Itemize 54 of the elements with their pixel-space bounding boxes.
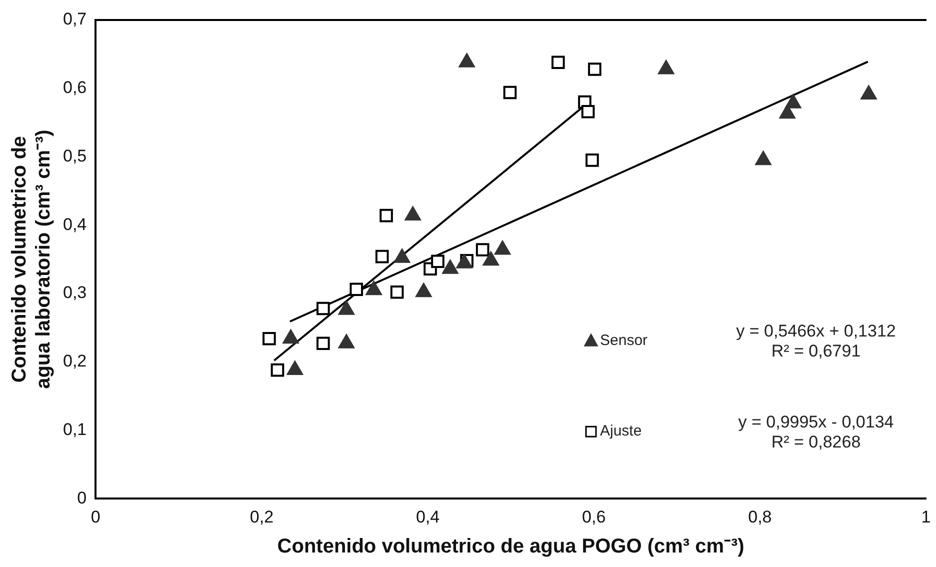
x-tick-label: 1	[921, 507, 931, 526]
point	[588, 62, 602, 76]
point	[316, 336, 330, 350]
point	[458, 53, 475, 68]
point	[262, 332, 276, 346]
point	[416, 283, 432, 298]
point	[270, 363, 284, 377]
point	[581, 104, 595, 118]
point	[658, 60, 674, 74]
point	[494, 240, 510, 255]
point	[755, 151, 772, 166]
point	[338, 300, 354, 315]
point	[586, 154, 599, 167]
y-tick-label: 0,6	[62, 78, 87, 98]
y-tick-label: 0,4	[62, 214, 87, 234]
point	[380, 208, 393, 222]
point	[282, 330, 299, 344]
point	[482, 252, 499, 266]
y-tick-label: 0	[77, 488, 87, 508]
x-tick-label: 0,8	[748, 507, 772, 526]
annotation: R² = 0,6791	[771, 341, 861, 360]
x-tick-label: 0,6	[582, 507, 606, 526]
annotation: y = 0,9995x - 0,0134	[738, 412, 894, 432]
point	[316, 302, 330, 316]
point	[442, 260, 458, 274]
annotation: y = 0,5466x + 0,1312	[736, 321, 896, 340]
point	[785, 94, 802, 108]
point	[456, 254, 472, 268]
y-axis-title: Contenido volumetrico de agua laboratorio (cm³ cm⁻³)	[8, 130, 55, 389]
point	[476, 243, 490, 256]
point	[503, 86, 517, 100]
annotation: R² = 0,8268	[771, 432, 861, 452]
point	[338, 334, 354, 348]
point	[375, 250, 389, 264]
x-axis-title: Contenido volumetrico de agua POGO (cm³ cm⁻³)	[277, 536, 744, 558]
legend-label: Sensor	[600, 332, 648, 349]
point	[860, 86, 877, 100]
x-tick-label: 0,4	[416, 507, 440, 526]
x-tick-label: 0,2	[250, 507, 274, 526]
point	[366, 281, 382, 296]
y-tick-label: 0,5	[62, 146, 87, 166]
point	[286, 361, 303, 376]
point	[394, 248, 410, 263]
point	[390, 285, 404, 299]
point	[350, 282, 364, 296]
point	[404, 206, 421, 221]
point	[551, 56, 565, 70]
x-tick-label: 0	[90, 507, 100, 526]
y-tick-label: 0,1	[62, 420, 87, 439]
y-tick-label: 0,3	[62, 283, 87, 302]
y-tick-label: 0,2	[62, 352, 87, 371]
y-tick-label: 0,7	[62, 10, 87, 29]
legend-label: Ajuste	[600, 422, 642, 440]
point	[431, 254, 444, 268]
